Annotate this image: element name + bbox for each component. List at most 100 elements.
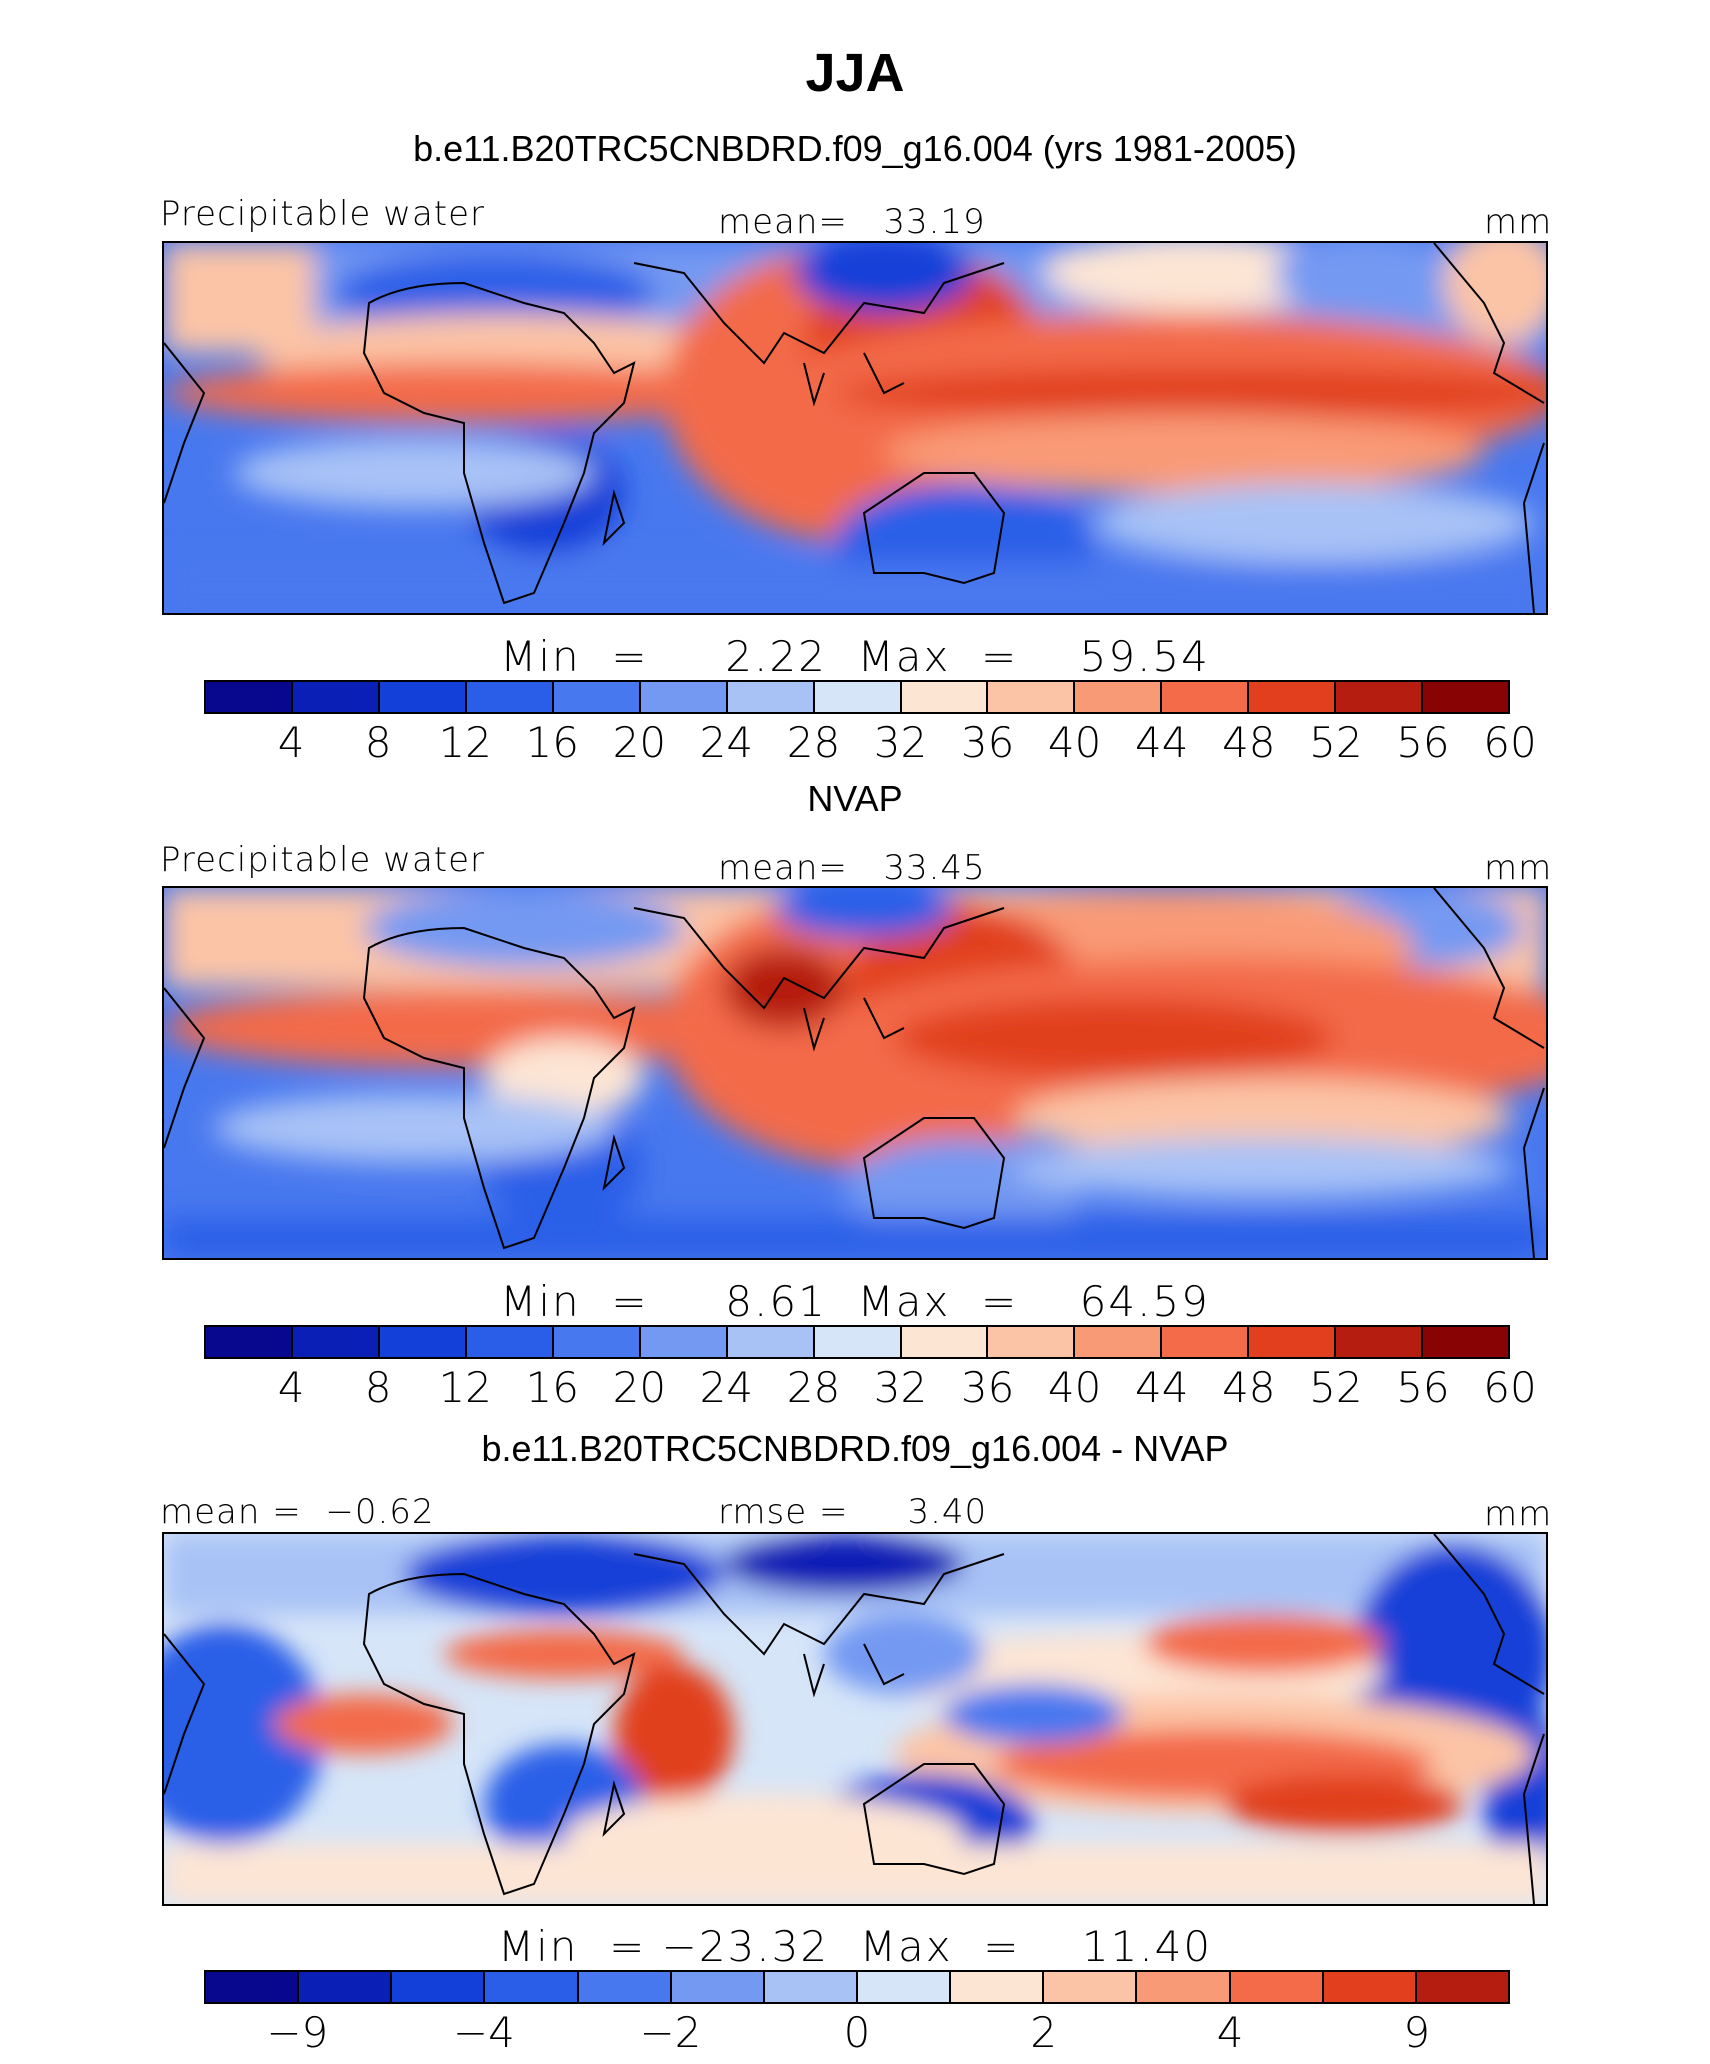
colorbar-box [1075, 1327, 1163, 1357]
colorbar-tick-label: 36 [960, 1363, 1015, 1412]
panel-3-mean-label: mean = −0.62 [160, 1492, 435, 1532]
colorbar-box [1230, 1972, 1324, 2002]
colorbar-tick-label: 60 [1483, 718, 1537, 767]
panel-3-min-max: Min = −23.32 Max = 11.40 [497, 1922, 1213, 1971]
panel-2-units-label: mm [1484, 848, 1553, 888]
colorbar-box [466, 682, 554, 712]
panel-2-mean-label: mean= 33.45 [718, 848, 986, 888]
colorbar-box [292, 682, 380, 712]
colorbar-tick-label: 44 [1134, 1363, 1189, 1412]
colorbar-tick-label: 2 [1030, 2008, 1057, 2057]
colorbar-tick-label: 32 [873, 1363, 928, 1412]
colorbar-tick-label: 20 [612, 718, 667, 767]
colorbar-box [1323, 1972, 1417, 2002]
colorbar-tick-label: 48 [1222, 1363, 1276, 1412]
colorbar-box [292, 1327, 380, 1357]
colorbar-box [764, 1972, 858, 2002]
colorbar-box [640, 682, 728, 712]
colorbar-box [901, 682, 989, 712]
colorbar-box [988, 682, 1076, 712]
panel-2-map [162, 886, 1548, 1260]
colorbar-tick-label: 12 [438, 718, 492, 767]
panel-2-min-max: Min = 8.61 Max = 64.59 [500, 1277, 1210, 1326]
colorbar-box [1423, 1327, 1509, 1357]
colorbar-tick-label: 4 [277, 1363, 305, 1412]
colorbar-box [379, 1327, 467, 1357]
colorbar-tick-label: 20 [612, 1363, 667, 1412]
colorbar-box [485, 1972, 579, 2002]
colorbar-tick-label: 16 [525, 1363, 579, 1412]
colorbar-tick-label: 36 [960, 718, 1015, 767]
colorbar-tick-label: −2 [639, 2008, 702, 2057]
panel-3-rmse-label: rmse = 3.40 [718, 1492, 988, 1532]
panel-2-colorbar [204, 1325, 1510, 1359]
colorbar-tick-label: 40 [1047, 1363, 1102, 1412]
colorbar-box [814, 1327, 902, 1357]
colorbar-box [578, 1972, 672, 2002]
colorbar-tick-label: 48 [1222, 718, 1276, 767]
colorbar-tick-label: 0 [843, 2008, 871, 2057]
colorbar-box [1075, 682, 1163, 712]
panel-3-colorbar [204, 1970, 1510, 2004]
colorbar-box [299, 1972, 393, 2002]
colorbar-box [727, 1327, 815, 1357]
colorbar-box [206, 1972, 300, 2002]
colorbar-tick-label: 56 [1396, 718, 1450, 767]
panel-1-variable-label: Precipitable water [160, 194, 486, 234]
colorbar-box [671, 1972, 765, 2002]
colorbar-box [1336, 682, 1424, 712]
colorbar-tick-label: 12 [438, 1363, 492, 1412]
colorbar-tick-label: 4 [277, 718, 305, 767]
colorbar-box [206, 682, 293, 712]
panel-2-title: NVAP [807, 778, 903, 819]
colorbar-tick-label: 52 [1309, 1363, 1363, 1412]
colorbar-box [1162, 1327, 1250, 1357]
colorbar-box [206, 1327, 293, 1357]
colorbar-tick-label: 8 [364, 1363, 392, 1412]
colorbar-tick-label: −9 [266, 2008, 329, 2057]
panel-1-colorbar [204, 680, 1510, 714]
panel-1-mean-label: mean= 33.19 [718, 202, 986, 242]
panel-2-variable-label: Precipitable water [160, 840, 486, 880]
panel-1-map [162, 241, 1548, 615]
panel-3-title: b.e11.B20TRC5CNBDRD.f09_g16.004 - NVAP [481, 1428, 1229, 1469]
colorbar-box [951, 1972, 1045, 2002]
colorbar-box [466, 1327, 554, 1357]
panel-2-colorbar-ticks: 4 8 12 16 20 24 28 32 36 40 44 48 52 56 … [204, 1363, 1537, 1413]
panel-3-units-label: mm [1484, 1494, 1553, 1534]
colorbar-tick-label: 56 [1396, 1363, 1450, 1412]
panel-1-min-max: Min = 2.22 Max = 59.54 [500, 632, 1210, 681]
panel-1-units-label: mm [1484, 202, 1553, 242]
colorbar-box [727, 682, 815, 712]
colorbar-tick-label: 24 [699, 1363, 754, 1412]
figure-title: JJA [805, 43, 905, 103]
colorbar-tick-label: 4 [1216, 2008, 1244, 2057]
colorbar-box [901, 1327, 989, 1357]
colorbar-box [553, 682, 641, 712]
colorbar-box [1044, 1972, 1138, 2002]
colorbar-tick-label: 24 [699, 718, 754, 767]
colorbar-box [1162, 682, 1250, 712]
colorbar-tick-label: 28 [786, 718, 841, 767]
colorbar-box [1249, 682, 1337, 712]
colorbar-tick-label: 16 [525, 718, 579, 767]
panel-3-colorbar-ticks: −9 −4 −2 0 2 4 9 [204, 2008, 1510, 2058]
colorbar-box [1249, 1327, 1337, 1357]
colorbar-tick-label: 40 [1047, 718, 1102, 767]
colorbar-tick-label: 9 [1403, 2008, 1431, 2057]
colorbar-box [379, 682, 467, 712]
colorbar-tick-label: 44 [1134, 718, 1189, 767]
panel-1-colorbar-ticks: 4 8 12 16 20 24 28 32 36 40 44 48 52 56 … [204, 718, 1537, 768]
colorbar-tick-label: 32 [873, 718, 928, 767]
colorbar-box [392, 1972, 486, 2002]
colorbar-box [553, 1327, 641, 1357]
colorbar-box [814, 682, 902, 712]
colorbar-box [640, 1327, 728, 1357]
colorbar-box [857, 1972, 952, 2002]
colorbar-box [1416, 1972, 1508, 2002]
colorbar-box [988, 1327, 1076, 1357]
panel-3-map [162, 1532, 1548, 1906]
colorbar-tick-label: 8 [364, 718, 392, 767]
colorbar-tick-label: 52 [1309, 718, 1363, 767]
precipitable-water-map-icon [164, 888, 1546, 1258]
